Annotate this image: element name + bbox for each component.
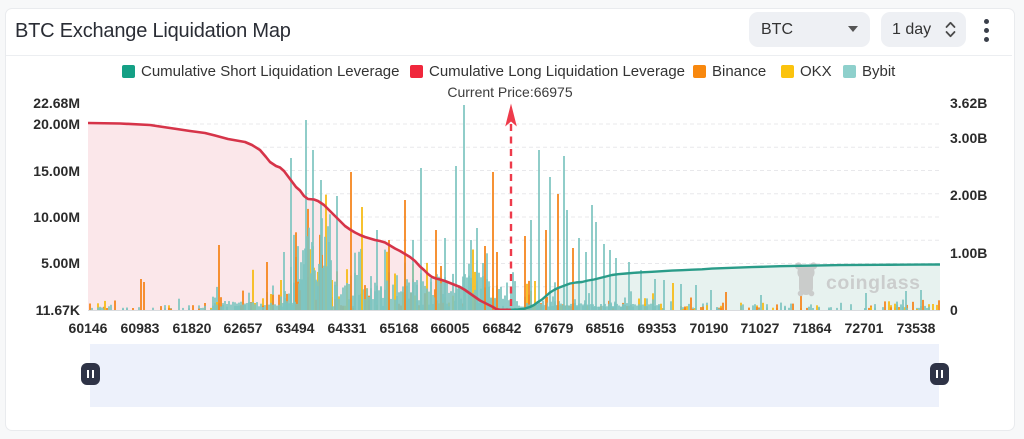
- svg-text:coinglass: coinglass: [826, 272, 920, 294]
